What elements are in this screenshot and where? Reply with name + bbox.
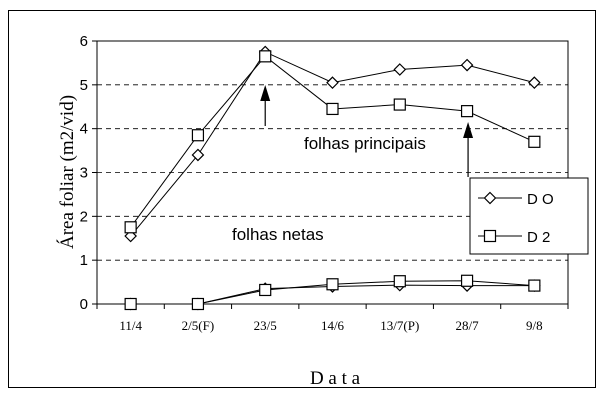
annotation-folhas-netas: folhas netas	[232, 225, 324, 244]
point-diamond	[483, 191, 497, 205]
point-diamond	[393, 63, 407, 76]
series-layer	[124, 45, 541, 311]
y-tick-label: 4	[80, 121, 88, 138]
y-tick-label: 3	[80, 165, 88, 182]
point-square	[460, 274, 474, 287]
point-square	[124, 221, 137, 234]
x-tick-label: 11/4	[119, 318, 142, 333]
y-tick-label: 6	[80, 33, 88, 50]
x-tick-label: 2/5(F)	[182, 318, 215, 333]
point-square	[528, 279, 541, 292]
series-d2-folhas-principais	[124, 50, 541, 234]
legend-label: D O	[527, 191, 554, 208]
point-diamond	[326, 76, 339, 89]
point-square	[259, 283, 272, 297]
arrows-layer	[260, 85, 474, 177]
point-square	[191, 129, 205, 142]
x-tick-label: 13/7(P)	[380, 318, 419, 333]
arrow-head	[260, 85, 271, 101]
point-square	[528, 135, 541, 148]
point-square	[326, 278, 339, 291]
plot-area	[96, 40, 569, 305]
y-tick-label: 0	[80, 296, 88, 313]
point-square	[483, 229, 497, 243]
point-diamond	[528, 76, 541, 89]
series-d2-folhas-netas	[124, 274, 541, 311]
y-tick-label: 1	[80, 252, 88, 269]
point-square	[259, 50, 272, 63]
point-square	[326, 102, 339, 116]
x-axis-title: D a t a	[310, 368, 361, 389]
point-square	[460, 105, 474, 118]
y-axis-title: Área foliar (m2/vid)	[56, 95, 78, 249]
x-tick-label: 9/8	[526, 318, 543, 333]
x-tick-label: 28/7	[456, 318, 480, 333]
point-diamond	[460, 58, 474, 72]
legend: D O D 2	[469, 177, 589, 255]
point-diamond	[191, 148, 205, 162]
legend-label: D 2	[527, 229, 550, 246]
annotation-folhas-principais: folhas principais	[304, 134, 426, 153]
series-do-folhas-principais	[124, 45, 541, 243]
point-square	[393, 98, 406, 111]
x-tick-label: 23/5	[254, 318, 277, 333]
point-square	[393, 275, 406, 288]
y-tick-label: 2	[80, 208, 88, 225]
axes-layer: 0 1 2 3 4 5 6 11/4 2/5(F) 23/5 14/6 13/7(P) 28/7 9/8	[80, 33, 569, 333]
point-square	[124, 297, 137, 311]
arrow-head	[463, 122, 474, 138]
y-tick-label: 5	[80, 77, 88, 94]
point-square	[191, 297, 205, 311]
x-tick-label: 14/6	[321, 318, 345, 333]
